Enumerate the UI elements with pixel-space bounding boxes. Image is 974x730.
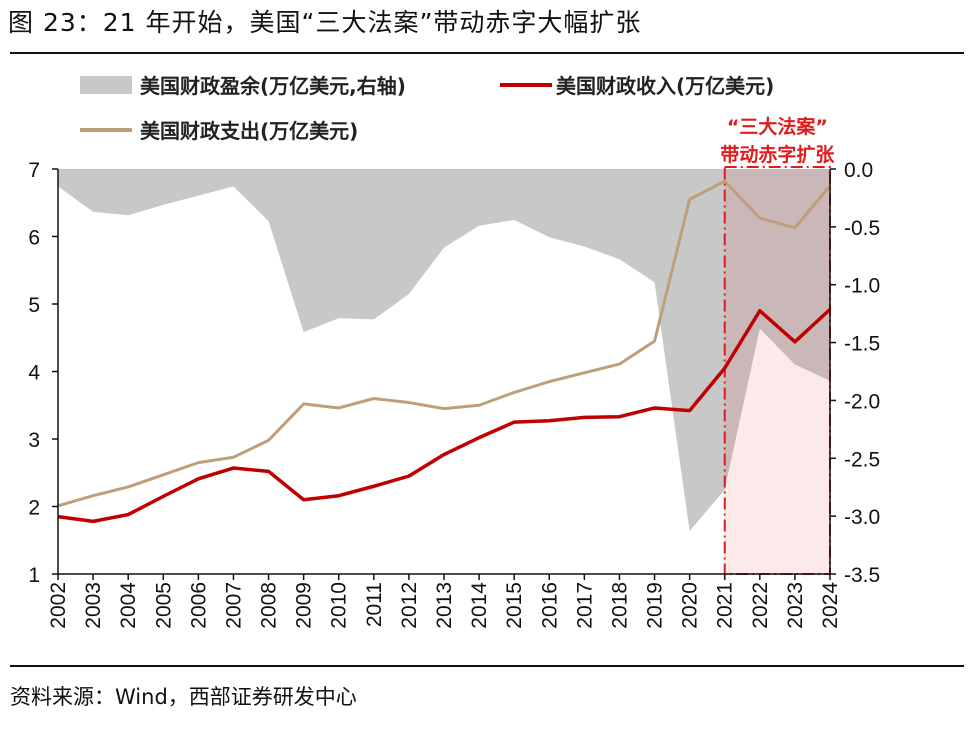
- top-rule: [10, 52, 964, 54]
- left-tick-label: 5: [28, 294, 40, 317]
- legend-label-expenditure: 美国财政支出(万亿美元): [140, 119, 358, 143]
- x-tick-label: 2015: [503, 582, 526, 629]
- x-tick-label: 2023: [784, 582, 807, 629]
- left-tick-label: 7: [28, 159, 40, 182]
- x-tick-label: 2017: [573, 582, 596, 629]
- x-tick-label: 2024: [819, 582, 842, 629]
- right-tick-label: 0.0: [844, 159, 873, 182]
- x-tick-label: 2005: [152, 582, 175, 629]
- x-tick-label: 2022: [749, 582, 772, 629]
- series-area-surplus: [58, 169, 830, 532]
- x-tick-label: 2012: [398, 582, 421, 629]
- deficit-chart: “三大法案” 带动赤字扩张 1 2 3 4 5 6 7 0.0 -0.5 -1.0 -1.5 -2.0 -2…: [28, 74, 880, 629]
- x-tick-label: 2021: [714, 582, 737, 629]
- right-tick-label: -1.0: [844, 275, 880, 298]
- right-tick-label: -3.0: [844, 506, 880, 529]
- left-tick-label: 3: [28, 429, 40, 452]
- right-tick-label: -1.5: [844, 333, 880, 356]
- left-tick-label: 4: [28, 362, 40, 385]
- left-tick-label: 6: [28, 227, 40, 250]
- left-tick-label: 1: [28, 564, 40, 587]
- x-tick-label: 2002: [47, 582, 70, 629]
- x-tick-label: 2016: [538, 582, 561, 629]
- x-tick-label: 2019: [644, 582, 667, 629]
- x-tick-label: 2013: [433, 582, 456, 629]
- figure-title: 图 23：21 年开始，美国“三大法案”带动赤字大幅扩张: [8, 8, 642, 37]
- right-tick-label: -2.0: [844, 390, 880, 413]
- x-tick-label: 2010: [328, 582, 351, 629]
- x-tick-label: 2004: [117, 582, 140, 629]
- source-note: 资料来源：Wind，西部证券研发中心: [10, 685, 357, 709]
- x-tick-label: 2014: [468, 582, 491, 629]
- legend-swatch-surplus: [80, 76, 132, 94]
- highlight-region: [724, 169, 830, 574]
- x-tick-label: 2011: [363, 582, 386, 627]
- right-tick-label: -2.5: [844, 448, 880, 471]
- x-tick-label: 2018: [608, 582, 631, 629]
- legend: 美国财政盈余(万亿美元,右轴) 美国财政收入(万亿美元) 美国财政支出(万亿美元): [80, 74, 774, 143]
- x-tick-label: 2008: [258, 582, 281, 629]
- highlight-label-line1: “三大法案”: [727, 115, 828, 138]
- legend-label-revenue: 美国财政收入(万亿美元): [556, 74, 774, 98]
- left-tick-label: 2: [28, 497, 40, 520]
- x-tick-label: 2007: [222, 582, 245, 629]
- x-tick-label: 2020: [679, 582, 702, 629]
- x-tick-label: 2009: [293, 582, 316, 629]
- legend-label-surplus: 美国财政盈余(万亿美元,右轴): [140, 74, 406, 98]
- x-tick-label: 2006: [187, 582, 210, 629]
- bottom-rule: [10, 665, 964, 667]
- x-tick-label: 2003: [82, 582, 105, 629]
- highlight-label-line2: 带动赤字扩张: [720, 143, 835, 166]
- right-tick-label: -0.5: [844, 217, 880, 240]
- right-tick-label: -3.5: [844, 564, 880, 587]
